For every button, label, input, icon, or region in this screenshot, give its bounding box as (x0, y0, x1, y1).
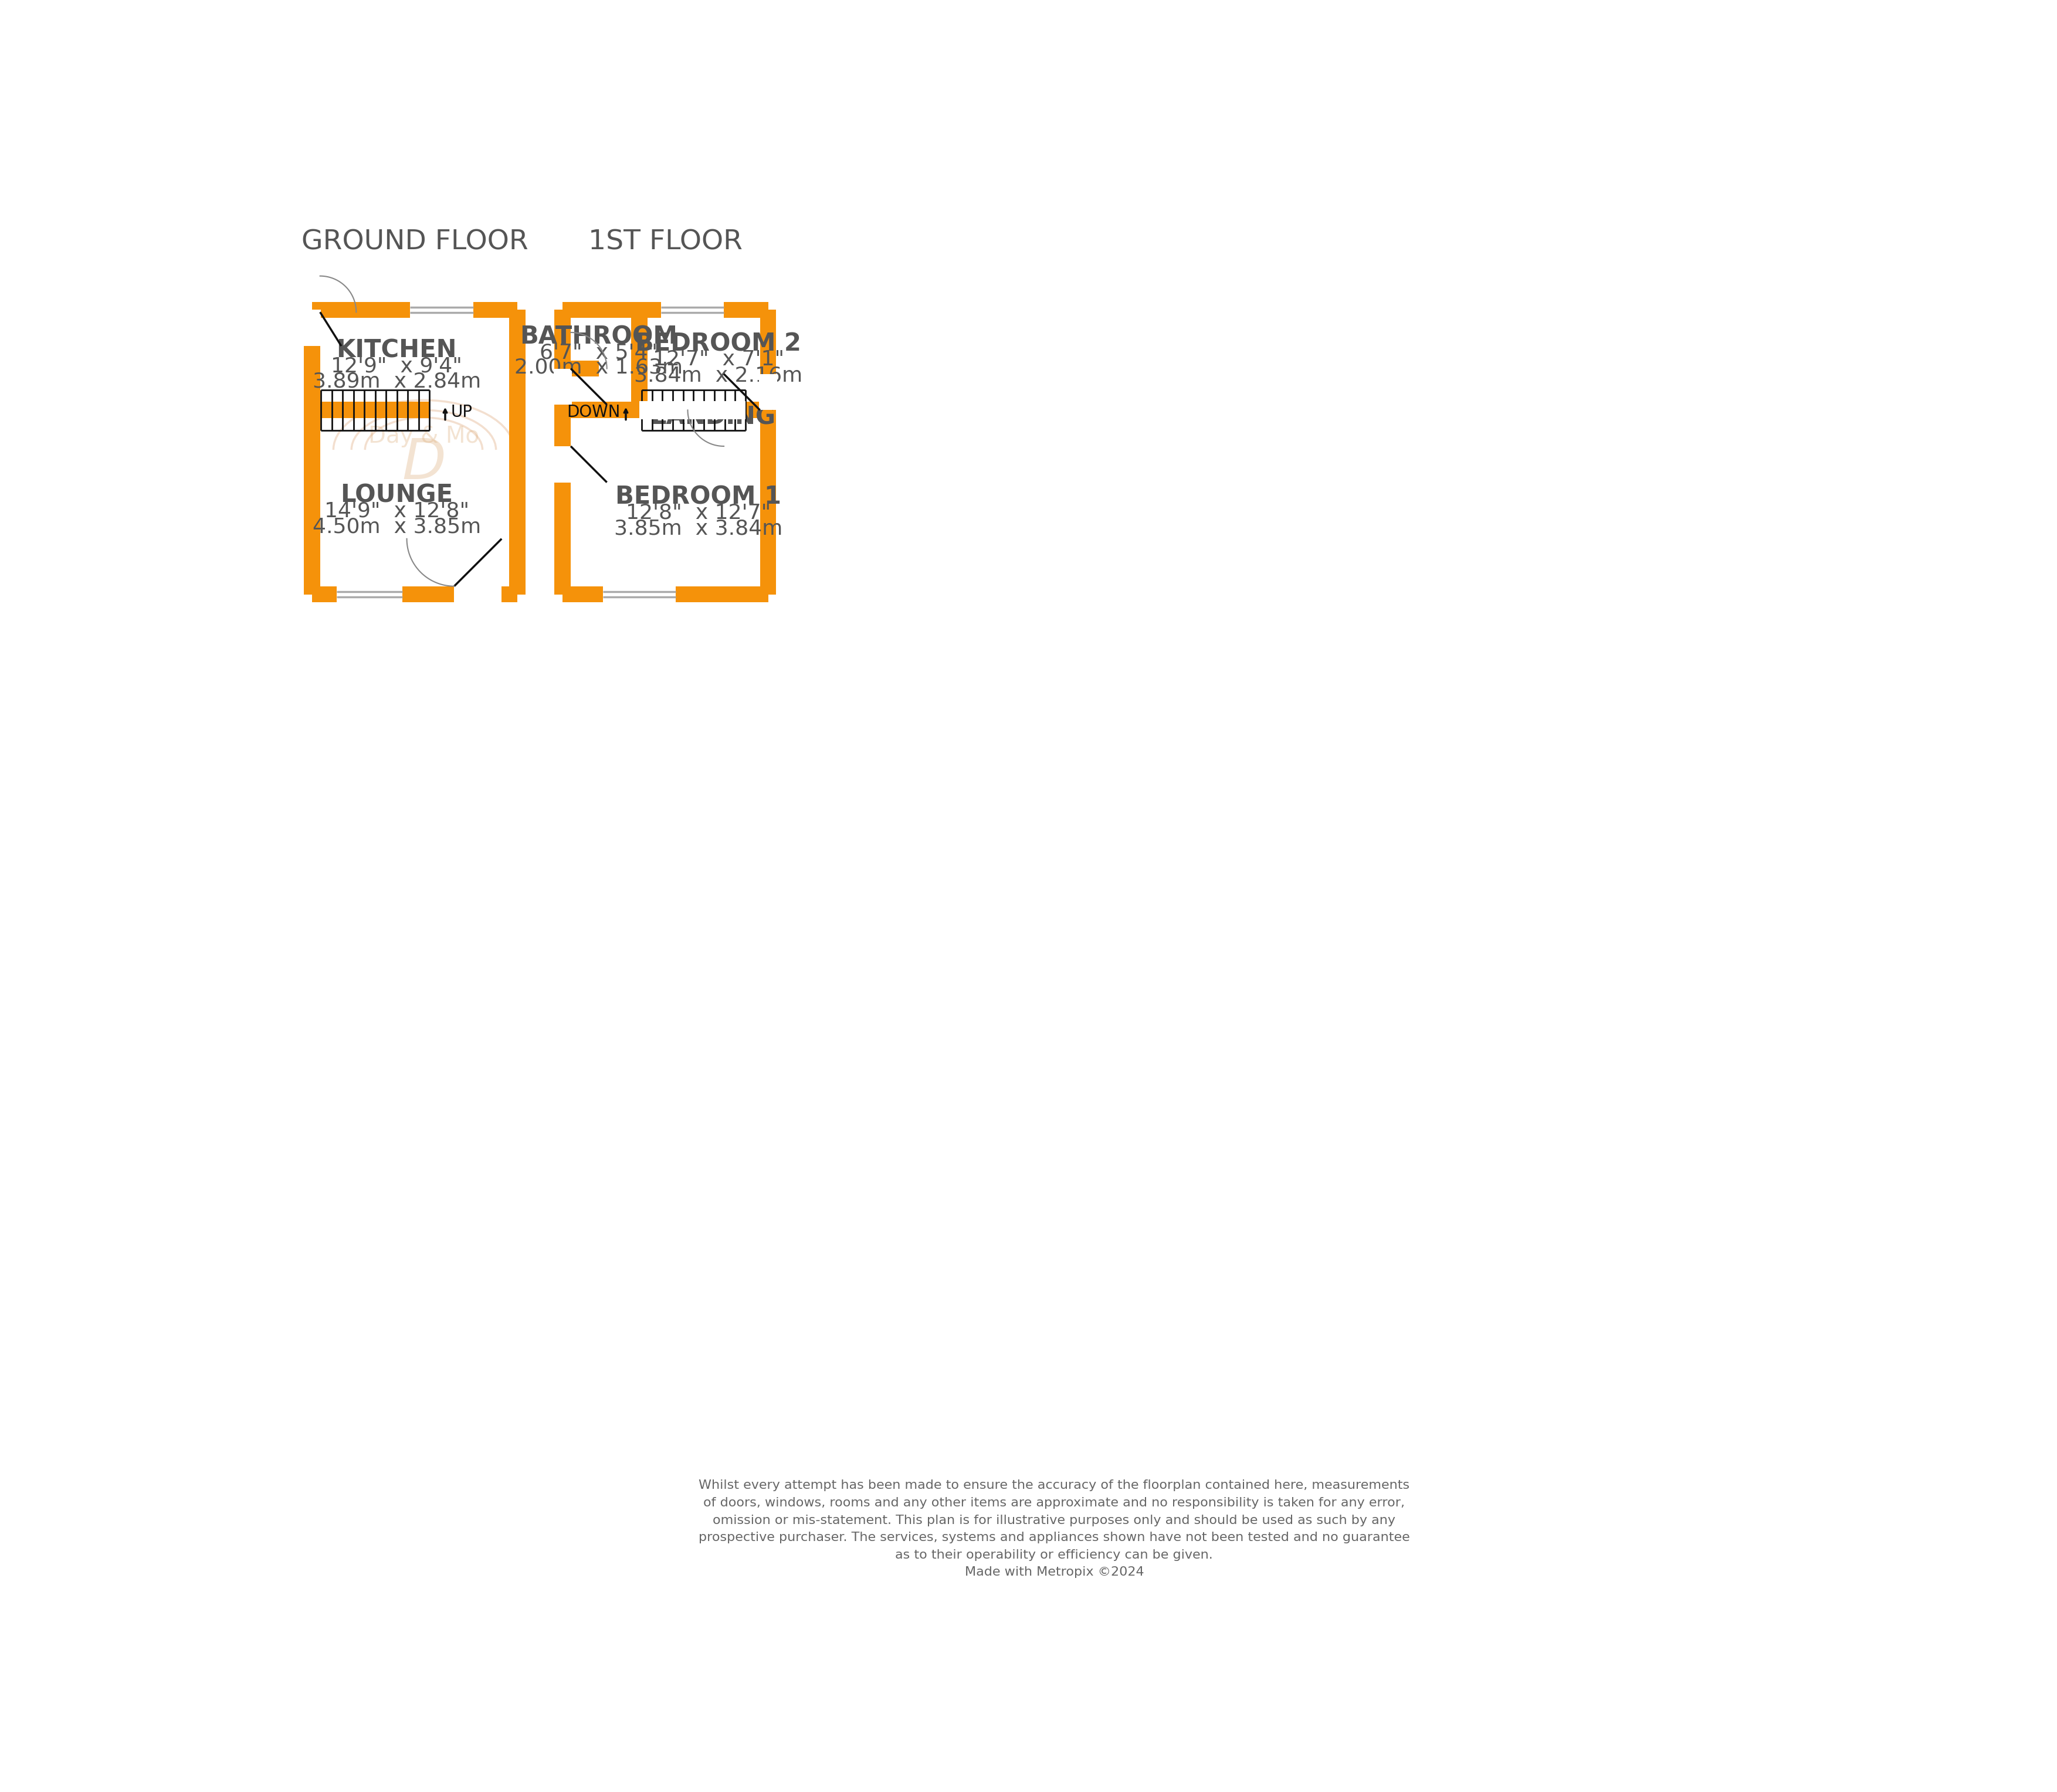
Text: 2.00m  x 1.63m: 2.00m x 1.63m (514, 358, 683, 378)
Bar (759, 310, 775, 595)
Text: BATHROOM: BATHROOM (520, 324, 677, 349)
Text: Day & Mo: Day & Mo (368, 425, 479, 448)
Bar (510, 310, 527, 595)
Bar (660, 301, 724, 317)
Text: UP: UP (450, 405, 473, 421)
Bar (564, 586, 767, 602)
Text: GROUND FLOOR: GROUND FLOOR (300, 229, 529, 254)
Text: 12'7"  x 7'1": 12'7" x 7'1" (652, 349, 784, 369)
Text: 12'8"  x 12'7": 12'8" x 12'7" (625, 504, 771, 523)
Bar (564, 401, 640, 418)
Bar (555, 310, 570, 595)
Bar (603, 586, 675, 602)
Bar (409, 301, 473, 317)
Text: KITCHEN: KITCHEN (337, 339, 457, 362)
Text: LOUNGE: LOUNGE (339, 482, 453, 507)
Bar (304, 310, 321, 595)
Text: Whilst every attempt has been made to ensure the accuracy of the floorplan conta: Whilst every attempt has been made to en… (699, 1480, 1409, 1579)
Bar (337, 586, 403, 602)
Bar (640, 401, 767, 418)
Bar (564, 360, 599, 376)
Bar (455, 586, 502, 604)
Text: BEDROOM 1: BEDROOM 1 (615, 486, 782, 509)
Text: 14'9"  x 12'8": 14'9" x 12'8" (325, 500, 469, 521)
Text: LANDING: LANDING (650, 405, 775, 430)
Bar (302, 310, 321, 346)
Bar (564, 301, 767, 317)
Text: DOWN: DOWN (568, 405, 621, 421)
Bar (553, 369, 572, 405)
Bar (313, 301, 518, 317)
Bar (553, 446, 572, 482)
Text: BEDROOM 2: BEDROOM 2 (636, 332, 802, 357)
Text: 1ST FLOOR: 1ST FLOOR (588, 229, 743, 254)
Bar (759, 375, 778, 410)
Bar (313, 586, 518, 602)
Text: 3.85m  x 3.84m: 3.85m x 3.84m (613, 520, 782, 539)
Text: 6'7"  x 5'4": 6'7" x 5'4" (539, 342, 658, 362)
Text: 4.50m  x 3.85m: 4.50m x 3.85m (313, 516, 481, 536)
Bar (631, 310, 648, 410)
Text: 3.84m  x 2.16m: 3.84m x 2.16m (634, 366, 802, 385)
Text: 3.89m  x 2.84m: 3.89m x 2.84m (313, 371, 481, 391)
Text: D: D (401, 435, 446, 491)
Bar (640, 401, 745, 419)
Bar (313, 401, 430, 418)
Text: 12'9"  x 9'4": 12'9" x 9'4" (331, 357, 463, 376)
